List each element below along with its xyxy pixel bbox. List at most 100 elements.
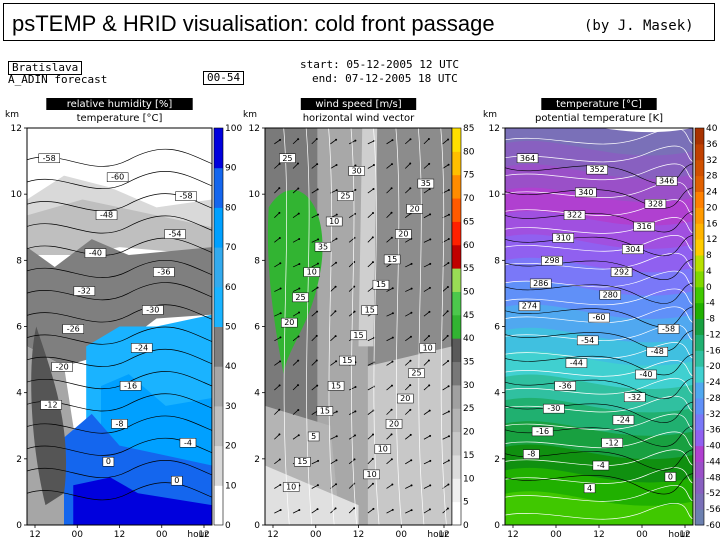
colorbar-tick-label: -12 bbox=[706, 330, 720, 340]
wind-vector-head bbox=[390, 236, 393, 239]
contour-label: -30 bbox=[547, 404, 560, 413]
wind-vector-head bbox=[316, 286, 319, 289]
wind-vector-head bbox=[316, 163, 319, 166]
colorbar-segment bbox=[695, 509, 704, 526]
panel-title-bg bbox=[46, 98, 193, 110]
contour-label-bg bbox=[657, 324, 680, 334]
colorbar-tick-label: 10 bbox=[225, 481, 237, 491]
contour-label-bg bbox=[350, 330, 367, 341]
colorbar-tick-label: 70 bbox=[225, 243, 237, 253]
contour-label-bg bbox=[95, 210, 118, 220]
wind-vector-head bbox=[297, 335, 300, 338]
wind-vector bbox=[423, 263, 431, 268]
colorbar-tick-label: 30 bbox=[225, 402, 237, 412]
contour-label-bg bbox=[316, 406, 334, 416]
wind-vector-head bbox=[410, 509, 413, 512]
wind-vector bbox=[292, 409, 299, 415]
wind-vector bbox=[292, 336, 299, 342]
wind-vector-head bbox=[278, 408, 281, 411]
wind-vector-head bbox=[335, 410, 338, 413]
wind-vector bbox=[311, 360, 318, 366]
x-tick-label: 12 bbox=[353, 530, 364, 540]
contour-label: 35 bbox=[318, 242, 328, 251]
contour-label-bg bbox=[610, 267, 633, 277]
colorbar-tick-label: -36 bbox=[706, 426, 720, 436]
wind-vector bbox=[423, 238, 431, 243]
contour-label-bg bbox=[529, 278, 552, 289]
contour-label: 20 bbox=[400, 394, 410, 403]
wind-vector bbox=[292, 384, 299, 391]
colorbar-tick-label: 65 bbox=[463, 217, 474, 227]
colorbar-tick-label: 100 bbox=[225, 124, 242, 134]
contour-label-bg bbox=[279, 153, 296, 164]
wind-vector-head bbox=[447, 163, 450, 166]
temp-contour-15 bbox=[27, 482, 212, 501]
contour-label: 286 bbox=[533, 279, 548, 288]
wind-vector bbox=[292, 188, 299, 194]
wind-vector bbox=[292, 238, 300, 243]
contour-label: 15 bbox=[342, 356, 352, 365]
colorbar-segment bbox=[214, 445, 223, 486]
contour-label-bg bbox=[541, 255, 563, 266]
wind-vector-head bbox=[335, 164, 338, 167]
contour-label-bg bbox=[361, 305, 378, 315]
wind-vector-head bbox=[298, 262, 301, 265]
colorbar-tick-label: -28 bbox=[706, 394, 720, 404]
panel-middle: wind speed [m/s] horizontal wind vector km… bbox=[243, 98, 475, 540]
wind-vector-head bbox=[335, 138, 338, 141]
theta-contour-18 bbox=[505, 449, 693, 466]
panel-title-bg bbox=[300, 98, 417, 110]
wind-vector bbox=[423, 460, 431, 465]
wind-vector-head bbox=[372, 507, 375, 510]
wind-vector-head bbox=[335, 459, 338, 462]
colorbar-segment bbox=[452, 338, 461, 363]
x-tick-label: 00 bbox=[72, 530, 84, 540]
wind-vector-head bbox=[354, 164, 357, 167]
colorbar-tick-label: 20 bbox=[706, 203, 718, 213]
contour-label: -30 bbox=[146, 306, 159, 315]
colorbar-segment bbox=[214, 286, 223, 327]
contour-label: -4 bbox=[597, 461, 605, 470]
colorbar-tick-label: -20 bbox=[706, 362, 720, 372]
colorbar-tick-label: 50 bbox=[225, 323, 237, 333]
contour-label-bg bbox=[281, 317, 298, 328]
contour-label: -58 bbox=[43, 154, 56, 163]
contour-label: -48 bbox=[100, 211, 113, 220]
temp-contour-0 bbox=[505, 163, 693, 185]
contour-label-bg bbox=[40, 400, 62, 410]
contour-label: 10 bbox=[378, 445, 388, 454]
wind-vector-head bbox=[372, 187, 375, 190]
colorbar-segment bbox=[452, 361, 461, 386]
wind-vector-head bbox=[372, 164, 375, 167]
wind-vector-head bbox=[372, 212, 375, 215]
wind-vector bbox=[405, 312, 412, 317]
colorbar-segment bbox=[452, 151, 461, 176]
temp-contour-13 bbox=[505, 473, 693, 495]
wind-vector bbox=[367, 164, 375, 169]
wind-vector bbox=[274, 509, 281, 514]
wind-vector-head bbox=[279, 336, 282, 339]
panel-subtitle: temperature [°C] bbox=[77, 113, 163, 124]
contour-label-bg bbox=[646, 346, 669, 357]
wind-vector bbox=[274, 163, 280, 169]
x-tick-label: 00 bbox=[310, 530, 322, 540]
contour-label-bg bbox=[292, 292, 309, 303]
contour-label: -44 bbox=[570, 359, 583, 368]
contour-label: 322 bbox=[567, 211, 582, 220]
wind-vector bbox=[311, 385, 318, 391]
colorbar-segment bbox=[452, 431, 461, 456]
start-time: start: 05-12-2005 12 UTC bbox=[300, 58, 459, 71]
wind-vector-head bbox=[429, 459, 432, 462]
contour-label-bg bbox=[417, 178, 435, 189]
x-tick-label: 12 bbox=[438, 530, 449, 540]
wind-vector bbox=[423, 335, 430, 342]
y-tick-label: 2 bbox=[254, 455, 260, 465]
contour-label: -26 bbox=[67, 324, 80, 333]
temp-contour-7 bbox=[505, 330, 693, 352]
contour-label-bg bbox=[633, 221, 655, 232]
contour-label: -40 bbox=[89, 249, 102, 258]
theta-contour-9 bbox=[505, 288, 693, 306]
theta-contour-0 bbox=[505, 128, 693, 145]
temp-contour-6 bbox=[505, 306, 693, 328]
wind-vector bbox=[442, 435, 450, 440]
